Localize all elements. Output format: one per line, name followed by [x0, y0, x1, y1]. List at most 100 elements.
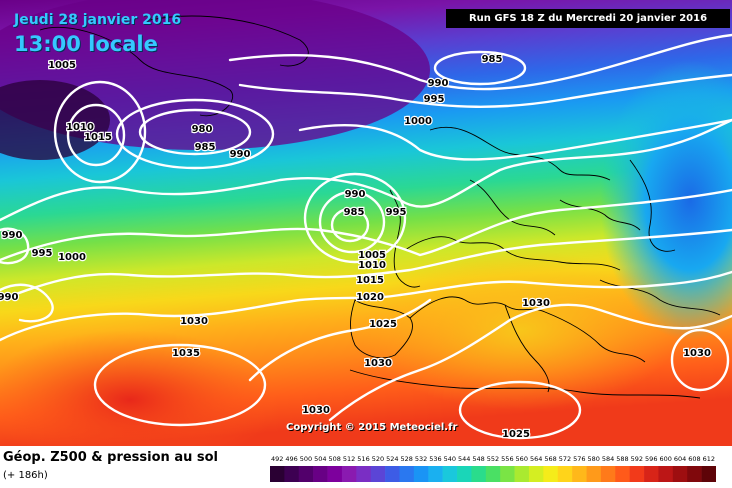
legend-tick-label: 532 — [415, 455, 427, 463]
legend-swatches — [270, 466, 716, 482]
legend-tick-label: 608 — [688, 455, 700, 463]
legend-ticks: 492 496 500 504 508 512 516 520 524 528 532 536 540 5… — [271, 455, 715, 463]
isobar-label: 990 — [2, 230, 23, 241]
map-footer: Géop. Z500 & pression au sol (+ 186h) 49… — [0, 446, 732, 488]
legend-swatch — [701, 466, 716, 482]
legend-tick-label: 548 — [472, 455, 484, 463]
legend-swatch — [557, 466, 573, 482]
isobar-label: 1015 — [356, 275, 384, 286]
legend-swatch — [399, 466, 415, 482]
legend-swatch — [600, 466, 616, 482]
legend-tick-label: 496 — [285, 455, 297, 463]
isobar-label: 1030 — [364, 358, 392, 369]
legend-tick-label: 508 — [329, 455, 341, 463]
legend-swatch — [485, 466, 501, 482]
legend-swatch — [270, 466, 285, 482]
isobar-label: 990 — [230, 149, 251, 160]
color-legend: 492 496 500 504 508 512 516 520 524 528 532 536 540 5… — [270, 455, 716, 482]
legend-tick-label: 500 — [300, 455, 312, 463]
legend-tick-label: 576 — [573, 455, 585, 463]
legend-tick-label: 592 — [631, 455, 643, 463]
legend-tick-label: 556 — [501, 455, 513, 463]
legend-swatch — [313, 466, 328, 482]
legend-tick-label: 600 — [659, 455, 671, 463]
atlantic-ridge — [0, 330, 280, 446]
legend-swatch — [385, 466, 400, 482]
legend-swatch — [327, 466, 343, 482]
legend-swatch — [687, 466, 702, 482]
isobar-label: 995 — [386, 207, 407, 218]
isobar-label: 1025 — [502, 429, 530, 440]
isobar-label: 1010 — [358, 260, 386, 271]
legend-tick-label: 512 — [343, 455, 355, 463]
legend-tick-label: 492 — [271, 455, 283, 463]
legend-swatch — [341, 466, 357, 482]
legend-tick-label: 516 — [357, 455, 369, 463]
isobar-label: 985 — [195, 142, 216, 153]
legend-swatch — [500, 466, 515, 482]
isobar-label: 1030 — [180, 316, 208, 327]
isobar-label: 1030 — [522, 298, 550, 309]
coastlines — [39, 15, 721, 399]
legend-tick-label: 552 — [487, 455, 499, 463]
legend-tick-label: 560 — [516, 455, 528, 463]
product-title: Géop. Z500 & pression au sol — [3, 450, 218, 465]
isobar-label: 980 — [192, 124, 213, 135]
legend-swatch — [284, 466, 300, 482]
forecast-map: 1005985990995101010159809859901000990985… — [0, 0, 732, 446]
isobar-label: 1015 — [84, 132, 112, 143]
forecast-date: Jeudi 28 janvier 2016 — [14, 12, 182, 28]
legend-swatch — [629, 466, 645, 482]
isobar-label: 1020 — [356, 292, 384, 303]
legend-swatch — [543, 466, 559, 482]
legend-tick-label: 604 — [674, 455, 686, 463]
legend-swatch — [356, 466, 372, 482]
legend-tick-label: 572 — [559, 455, 571, 463]
isobar-label: 1025 — [369, 319, 397, 330]
legend-swatch — [528, 466, 544, 482]
legend-tick-label: 588 — [616, 455, 628, 463]
model-run-info: Run GFS 18 Z du Mercredi 20 janvier 2016 — [446, 9, 730, 28]
legend-tick-label: 504 — [314, 455, 326, 463]
legend-tick-label: 520 — [372, 455, 384, 463]
isobar-labels: 1005985990995101010159809859901000990985… — [0, 53, 712, 441]
legend-swatch — [298, 466, 314, 482]
legend-swatch — [586, 466, 602, 482]
isobar-label: 985 — [482, 54, 503, 65]
legend-swatch — [644, 466, 659, 482]
isobar-label: 1010 — [66, 122, 94, 133]
isobar-label: 1000 — [404, 116, 432, 127]
legend-tick-label: 540 — [444, 455, 456, 463]
forecast-time: 13:00 locale — [14, 32, 158, 56]
copyright-notice: Copyright © 2015 Meteociel.fr — [286, 422, 458, 433]
legend-tick-label: 568 — [544, 455, 556, 463]
isobar-label: 1005 — [48, 60, 76, 71]
legend-tick-label: 564 — [530, 455, 542, 463]
legend-swatch — [572, 466, 587, 482]
lead-time: (+ 186h) — [3, 470, 48, 481]
isobar-label: 1030 — [302, 405, 330, 416]
legend-swatch — [370, 466, 386, 482]
isobar-label: 990 — [345, 189, 366, 200]
isobar-label: 985 — [344, 207, 365, 218]
legend-tick-label: 580 — [587, 455, 599, 463]
mediterranean-ridge — [360, 250, 680, 410]
isobar-label: 990 — [428, 78, 449, 89]
legend-swatch — [457, 466, 472, 482]
isobar-label: 995 — [32, 248, 53, 259]
legend-swatch — [658, 466, 674, 482]
legend-tick-label: 528 — [400, 455, 412, 463]
legend-swatch — [615, 466, 630, 482]
legend-tick-label: 524 — [386, 455, 398, 463]
legend-tick-label: 596 — [645, 455, 657, 463]
isobar-label: 990 — [0, 292, 18, 303]
legend-swatch — [442, 466, 458, 482]
legend-tick-label: 584 — [602, 455, 614, 463]
isobar-label: 1030 — [683, 348, 711, 359]
legend-swatch — [514, 466, 530, 482]
legend-swatch — [672, 466, 688, 482]
legend-tick-label: 536 — [429, 455, 441, 463]
isobar-label: 1035 — [172, 348, 200, 359]
isobar-label: 1005 — [358, 250, 386, 261]
